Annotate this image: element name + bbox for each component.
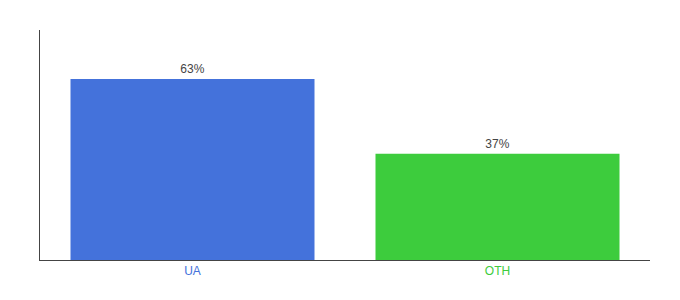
svg-text:OTH: OTH [485, 264, 510, 278]
svg-text:37%: 37% [485, 137, 509, 151]
svg-text:63%: 63% [180, 62, 204, 76]
svg-text:UA: UA [184, 264, 201, 278]
